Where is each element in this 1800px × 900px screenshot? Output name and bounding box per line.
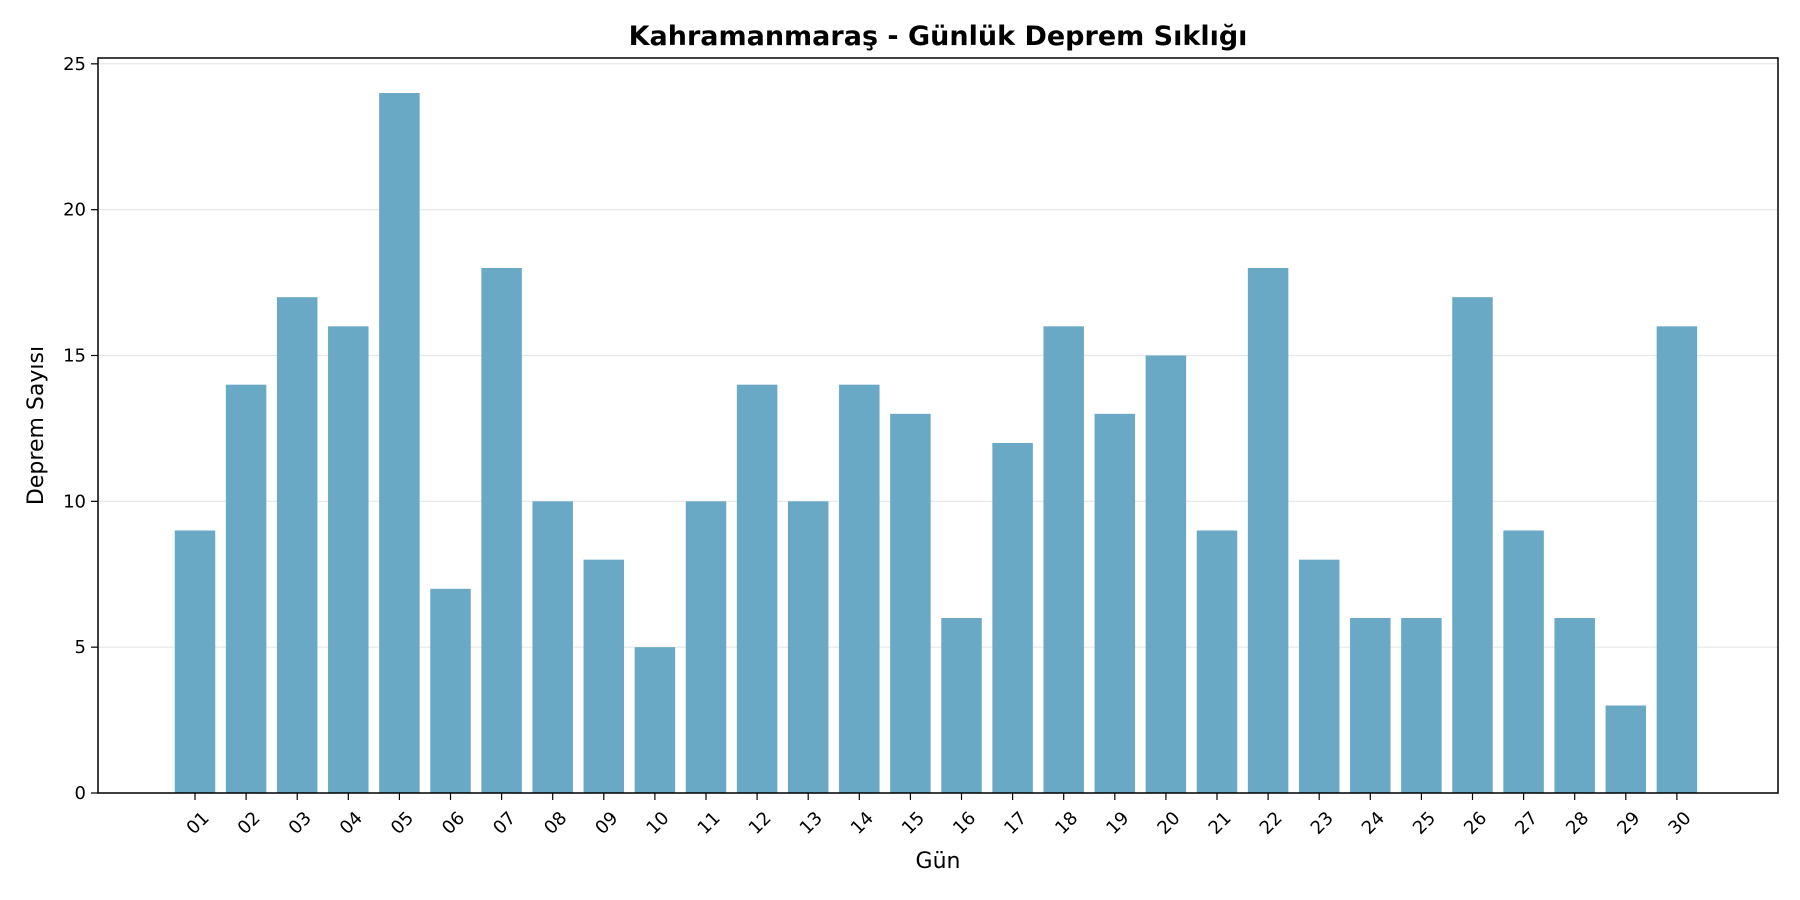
chart-title: Kahramanmaraş - Günlük Deprem Sıklığı — [629, 21, 1248, 52]
bar-08 — [532, 501, 573, 793]
x-tick-label: 21 — [1205, 808, 1236, 839]
x-axis-label: Gün — [916, 849, 961, 874]
x-tick-label: 02 — [234, 808, 265, 839]
x-tick-label: 20 — [1153, 808, 1184, 839]
bar-05 — [379, 93, 420, 793]
bar-14 — [839, 384, 880, 793]
x-tick-label: 01 — [183, 808, 214, 839]
x-tick-label: 30 — [1664, 808, 1695, 839]
x-axis-ticks: 01 02 03 04 05 06 07 08 09 10 11 12 13 14 15 16 17 18 19 20… — [183, 793, 1695, 839]
x-tick-label: 10 — [642, 808, 673, 839]
bar-03 — [276, 297, 318, 793]
bar-15 — [890, 413, 931, 793]
x-tick-label: 26 — [1460, 808, 1491, 839]
y-tick-label: 20 — [63, 200, 86, 221]
bar-07 — [481, 268, 522, 793]
x-tick-label: 05 — [387, 808, 418, 839]
x-tick-label: 03 — [285, 808, 316, 839]
bar-23 — [1298, 559, 1340, 793]
x-tick-label: 04 — [336, 808, 367, 839]
bar-10 — [634, 647, 676, 793]
x-tick-label: 24 — [1358, 808, 1389, 839]
bar-12 — [736, 384, 778, 793]
bar-24 — [1350, 618, 1391, 793]
bar-11 — [685, 501, 727, 793]
x-tick-label: 18 — [1051, 808, 1082, 839]
x-tick-label: 09 — [591, 808, 622, 839]
bar-21 — [1196, 530, 1238, 793]
y-tick-label: 10 — [63, 491, 86, 512]
bar-13 — [787, 501, 829, 793]
x-tick-label: 29 — [1613, 808, 1644, 839]
bar-17 — [992, 443, 1033, 793]
bar-26 — [1452, 297, 1493, 793]
x-tick-label: 22 — [1256, 808, 1287, 839]
y-axis-label: Deprem Sayısı — [24, 346, 49, 505]
x-tick-label: 19 — [1102, 808, 1133, 839]
bar-09 — [583, 559, 625, 793]
x-tick-label: 16 — [949, 808, 980, 839]
bars — [174, 93, 1698, 793]
bar-18 — [1043, 326, 1084, 793]
x-tick-label: 13 — [796, 808, 827, 839]
y-tick-label: 5 — [75, 637, 86, 658]
x-tick-label: 08 — [540, 808, 571, 839]
bar-30 — [1656, 326, 1698, 793]
x-tick-label: 11 — [694, 808, 725, 839]
bar-20 — [1145, 355, 1187, 793]
bar-16 — [941, 618, 982, 793]
bar-25 — [1401, 618, 1442, 793]
y-axis-ticks: 0 5 10 15 20 25 — [63, 54, 98, 804]
y-tick-label: 0 — [75, 783, 86, 804]
y-tick-label: 25 — [63, 54, 86, 75]
x-tick-label: 27 — [1511, 808, 1542, 839]
x-tick-label: 23 — [1307, 808, 1338, 839]
bar-19 — [1094, 413, 1136, 793]
bar-04 — [328, 326, 369, 793]
x-tick-label: 15 — [898, 808, 929, 839]
x-tick-label: 06 — [438, 808, 469, 839]
bar-29 — [1605, 705, 1647, 793]
bar-01 — [174, 530, 216, 793]
plot-area-frame — [97, 57, 1779, 794]
bar-02 — [225, 384, 267, 793]
y-tick-label: 15 — [63, 346, 86, 367]
x-tick-label: 25 — [1409, 808, 1440, 839]
bar-06 — [430, 588, 471, 793]
x-tick-label: 07 — [489, 808, 520, 839]
x-tick-label: 28 — [1562, 808, 1593, 839]
x-tick-label: 12 — [745, 808, 776, 839]
bar-28 — [1554, 618, 1595, 793]
x-tick-label: 14 — [847, 808, 878, 839]
x-tick-label: 17 — [1000, 808, 1031, 839]
bar-22 — [1247, 268, 1289, 793]
bar-27 — [1503, 530, 1544, 793]
